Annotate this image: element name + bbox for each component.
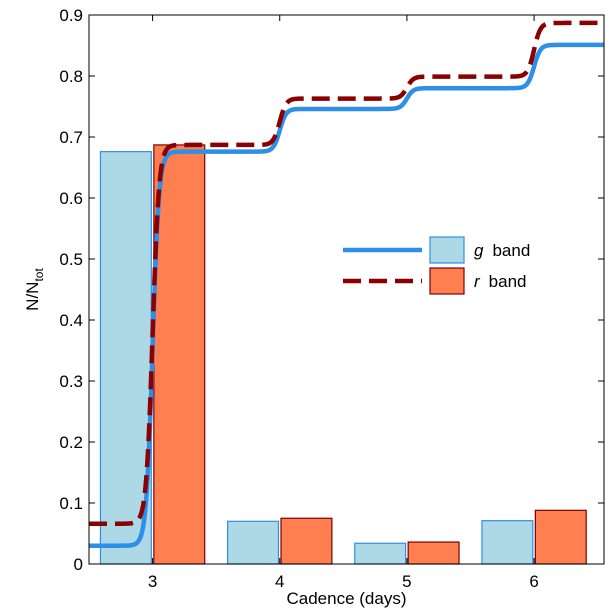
legend-label-r-letter: r	[474, 272, 481, 291]
cumulative-line-r-band	[87, 20, 606, 526]
x-tick-label: 4	[275, 572, 284, 591]
y-tick-label: 0	[74, 555, 83, 574]
y-tick-label: 0.6	[59, 189, 83, 208]
legend-label-g-word: band	[492, 241, 530, 260]
y-tick-label: 0.4	[59, 311, 83, 330]
y-tick-label: 0.9	[59, 6, 83, 25]
y-tick-label: 0.8	[59, 67, 83, 86]
bar-r-band-4	[280, 517, 333, 565]
y-tick-label: 0.3	[59, 372, 83, 391]
y-tick-label: 0.2	[59, 433, 83, 452]
bar-g-band-5	[354, 542, 407, 565]
x-tick-label: 3	[148, 572, 157, 591]
bar-r-band-3	[153, 144, 206, 565]
y-tick-label: 0.5	[59, 250, 83, 269]
legend-swatch-r-band	[429, 267, 465, 295]
ticks-layer: 0 0.1 0.2 0.3 0.4 0.5 0.6 0.7 0.8 0.9 3 4 5 6	[59, 6, 604, 591]
y-tick-label: 0.1	[59, 494, 83, 513]
x-tick-label: 6	[529, 572, 538, 591]
plot-frame	[88, 14, 605, 565]
x-tick-label: 5	[402, 572, 411, 591]
bars-layer	[99, 144, 587, 565]
bar-g-band-4	[227, 520, 280, 565]
bar-g-band-6	[481, 520, 534, 565]
y-axis-label-main: N/N	[23, 282, 42, 311]
legend-label-g-band: g band	[474, 241, 530, 260]
cumulative-line-g-band	[87, 42, 606, 548]
y-tick-label: 0.7	[59, 128, 83, 147]
legend-label-r-word: band	[489, 272, 527, 291]
legend-label-g-letter: g	[474, 241, 484, 260]
bar-g-band-3	[99, 151, 152, 565]
cumulative-lines-layer	[87, 20, 606, 548]
y-axis-label: N/Ntot	[23, 268, 46, 311]
bar-r-band-5	[407, 541, 460, 565]
bar-r-band-6	[534, 509, 587, 565]
x-axis-label: Cadence (days)	[286, 589, 406, 608]
legend: g band r band	[343, 236, 530, 295]
legend-label-r-band: r band	[474, 272, 527, 291]
legend-swatch-g-band	[429, 236, 465, 264]
y-axis-label-subscript: tot	[32, 268, 46, 282]
